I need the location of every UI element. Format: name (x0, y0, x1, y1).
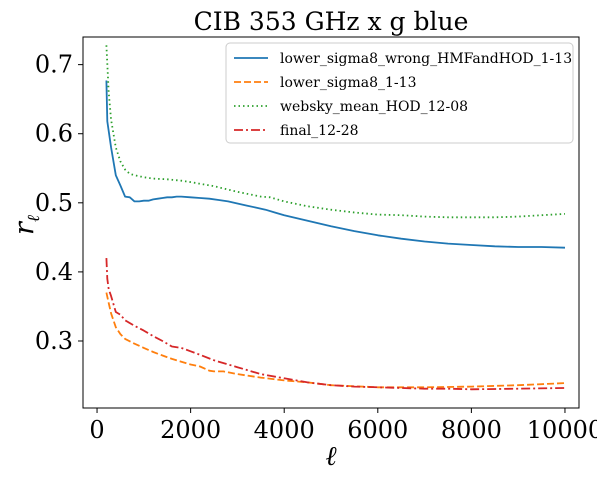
series-line-2 (105, 292, 566, 389)
legend-label-3: websky_mean_HOD_12-08 (280, 99, 468, 115)
series-line-3 (105, 45, 566, 219)
y-tick-label: 0.7 (35, 51, 73, 79)
legend-box (225, 42, 574, 144)
y-axis-label-subscript: ℓ (24, 215, 44, 222)
y-tick-label: 0.3 (35, 327, 73, 355)
y-tick-label: 0.4 (35, 258, 73, 286)
y-tick-label: 0.6 (35, 120, 73, 148)
x-tick-label: 10000 (527, 416, 597, 444)
x-tick-label: 2000 (160, 416, 221, 444)
y-tick-label: 0.5 (35, 189, 73, 217)
x-tick-label: 4000 (254, 416, 315, 444)
plot-area-frame (82, 36, 580, 409)
y-axis-label: rℓ (9, 215, 44, 235)
x-tick-label: 0 (89, 416, 104, 444)
legend-label-1: lower_sigma8_wrong_HMFandHOD_1-13 (280, 51, 572, 67)
series-layer (105, 45, 566, 391)
legend: lower_sigma8_wrong_HMFandHOD_1-13 lower_s… (225, 42, 574, 144)
x-axis-label: ℓ (325, 441, 337, 472)
legend-label-2: lower_sigma8_1-13 (280, 75, 416, 91)
series-line-4 (105, 258, 566, 391)
series-line-1 (105, 80, 566, 249)
y-axis-label-main: r (9, 220, 40, 235)
y-axis-ticks: 0.3 0.4 0.5 0.6 0.7 (35, 51, 83, 355)
chart-title: CIB 353 GHz x g blue (194, 7, 469, 36)
y-axis-label-group: rℓ (9, 215, 44, 235)
legend-label-4: final_12-28 (280, 123, 359, 139)
x-tick-label: 6000 (347, 416, 408, 444)
x-axis-ticks: 0 2000 4000 6000 8000 10000 (89, 408, 597, 444)
x-tick-label: 8000 (441, 416, 502, 444)
legend-entries: lower_sigma8_wrong_HMFandHOD_1-13 lower_s… (234, 51, 572, 139)
